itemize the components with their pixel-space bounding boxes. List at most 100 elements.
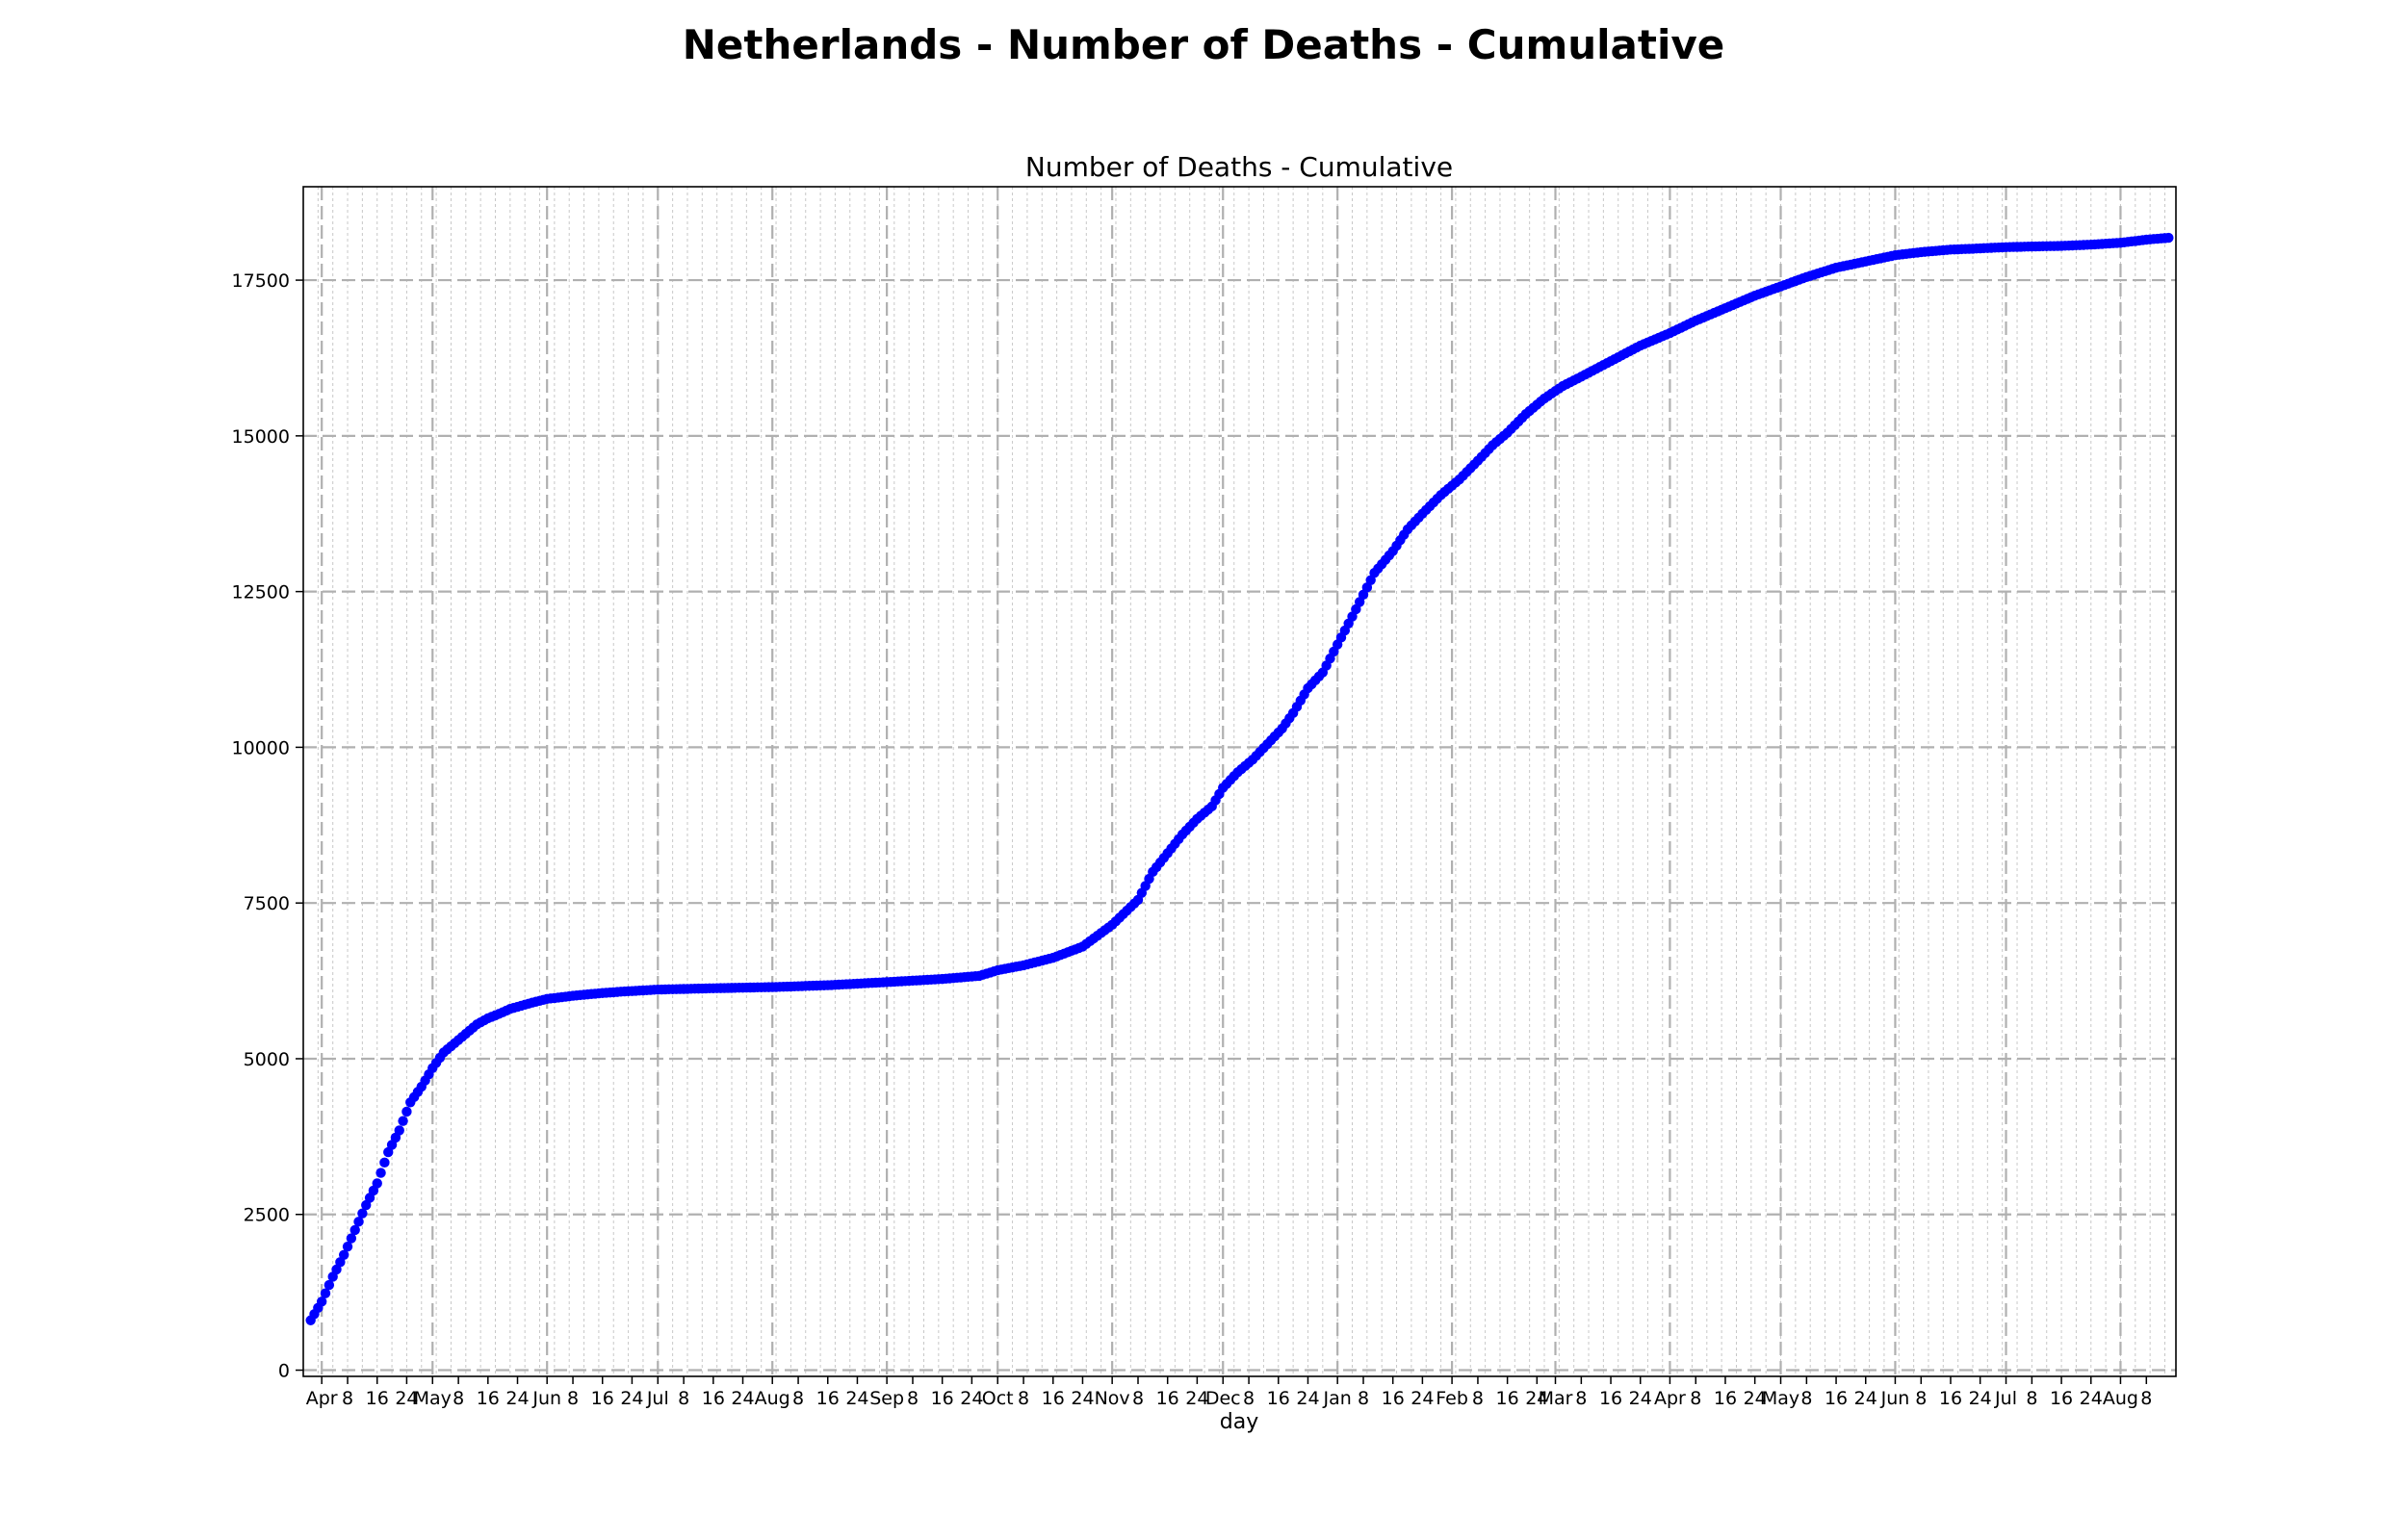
x-tick-label: 16 <box>702 1388 725 1409</box>
y-tick-label: 2500 <box>244 1205 290 1226</box>
x-tick-label: 24 <box>1185 1388 1208 1409</box>
data-point <box>324 1279 335 1291</box>
x-tick-label: 16 <box>1382 1388 1405 1409</box>
data-point <box>401 1106 412 1117</box>
x-tick-label: Jul <box>646 1388 669 1409</box>
x-tick-label: 8 <box>1472 1388 1484 1409</box>
x-tick-label: 8 <box>1575 1388 1587 1409</box>
x-tick-label: 24 <box>1525 1388 1548 1409</box>
x-tick-label: 16 <box>1042 1388 1065 1409</box>
x-tick-label: 8 <box>907 1388 919 1409</box>
x-tick-label: Dec <box>1205 1388 1241 1409</box>
x-tick-label: 24 <box>505 1388 529 1409</box>
x-tick-label: Apr <box>306 1388 338 1409</box>
major-gridlines <box>303 187 2176 1376</box>
x-tick-label: 8 <box>1243 1388 1255 1409</box>
x-tick-label: 8 <box>1132 1388 1144 1409</box>
y-tick-label: 17500 <box>232 270 290 292</box>
x-tick-label: 8 <box>2026 1388 2037 1409</box>
figure-suptitle: Netherlands - Number of Deaths - Cumulat… <box>682 21 1725 68</box>
x-tick-label: 24 <box>1744 1388 1767 1409</box>
y-tick-label: 15000 <box>232 426 290 448</box>
data-point <box>349 1224 360 1236</box>
x-tick-label: 24 <box>1969 1388 1992 1409</box>
minor-gridlines <box>302 187 2165 1376</box>
x-tick-label: Mar <box>1539 1388 1573 1409</box>
x-tick-label: 16 <box>1267 1388 1290 1409</box>
data-point <box>375 1168 386 1178</box>
axes-title: Number of Deaths - Cumulative <box>1025 151 1453 183</box>
data-point <box>357 1208 368 1219</box>
x-tick-label: 16 <box>1939 1388 1962 1409</box>
x-tick-label: Jun <box>1880 1388 1910 1409</box>
data-point <box>398 1116 408 1126</box>
x-tick-label: 24 <box>1411 1388 1434 1409</box>
x-tick-label: Nov <box>1095 1388 1130 1409</box>
x-tick-label: 16 <box>1496 1388 1519 1409</box>
y-tick-label: 12500 <box>232 582 290 603</box>
x-tick-label: 8 <box>453 1388 464 1409</box>
x-tick-label: Jan <box>1323 1388 1352 1409</box>
x-tick-label: 24 <box>1629 1388 1652 1409</box>
data-point <box>342 1241 353 1252</box>
x-tick-label: Sep <box>869 1388 904 1409</box>
x-axis-label: day <box>1220 1410 1258 1434</box>
data-point <box>2163 232 2174 244</box>
y-tick-label: 5000 <box>244 1049 290 1070</box>
y-tick-label: 7500 <box>244 893 290 914</box>
x-tick-label: 16 <box>366 1388 389 1409</box>
x-tick-label: 16 <box>591 1388 614 1409</box>
x-tick-label: Apr <box>1654 1388 1686 1409</box>
x-tick-label: 8 <box>1690 1388 1701 1409</box>
data-points <box>305 232 2174 1325</box>
data-point <box>379 1157 390 1168</box>
data-point <box>372 1178 382 1189</box>
y-tick-label: 0 <box>278 1361 290 1382</box>
data-point <box>316 1296 327 1307</box>
y-tick-label: 10000 <box>232 737 290 758</box>
data-point <box>353 1217 364 1227</box>
x-tick-label: 24 <box>395 1388 418 1409</box>
x-tick-label: 24 <box>960 1388 983 1409</box>
x-tick-label: 8 <box>567 1388 579 1409</box>
data-point <box>346 1233 357 1244</box>
x-tick-label: Oct <box>982 1388 1014 1409</box>
x-tick-label: 8 <box>1358 1388 1369 1409</box>
x-tick-label: 16 <box>477 1388 500 1409</box>
x-tick-label: 8 <box>792 1388 804 1409</box>
data-point <box>320 1288 331 1298</box>
x-tick-label: Aug <box>755 1388 790 1409</box>
x-tick-label: 8 <box>342 1388 353 1409</box>
x-tick-label: 16 <box>1825 1388 1848 1409</box>
data-point <box>394 1125 404 1136</box>
x-tick-label: May <box>414 1388 452 1409</box>
x-tick-label: 16 <box>1714 1388 1737 1409</box>
x-tick-label: 24 <box>1854 1388 1877 1409</box>
y-axis-ticks: 0 2500 5000 7500 10000 12500 15000 17500 <box>232 270 303 1382</box>
x-tick-label: 24 <box>845 1388 868 1409</box>
x-tick-label: 16 <box>1156 1388 1179 1409</box>
x-tick-label: 24 <box>620 1388 643 1409</box>
x-tick-label: Jun <box>531 1388 561 1409</box>
x-tick-label: May <box>1762 1388 1799 1409</box>
x-tick-label: 8 <box>678 1388 689 1409</box>
x-tick-label: 24 <box>1296 1388 1319 1409</box>
x-tick-label: 16 <box>931 1388 954 1409</box>
x-tick-label: 8 <box>1018 1388 1029 1409</box>
x-tick-label: 24 <box>2080 1388 2103 1409</box>
data-point <box>338 1249 349 1261</box>
x-tick-label: 8 <box>1915 1388 1927 1409</box>
x-tick-label: 24 <box>731 1388 754 1409</box>
x-tick-label: 16 <box>1599 1388 1622 1409</box>
x-tick-label: 8 <box>2140 1388 2152 1409</box>
x-tick-label: Feb <box>1436 1388 1468 1409</box>
x-tick-label: Jul <box>1994 1388 2017 1409</box>
x-tick-label: 16 <box>2050 1388 2073 1409</box>
x-tick-label: 8 <box>1800 1388 1812 1409</box>
x-tick-label: 16 <box>816 1388 840 1409</box>
plot-area-frame <box>302 186 2177 1377</box>
x-tick-label: Aug <box>2103 1388 2138 1409</box>
x-tick-label: 24 <box>1071 1388 1094 1409</box>
